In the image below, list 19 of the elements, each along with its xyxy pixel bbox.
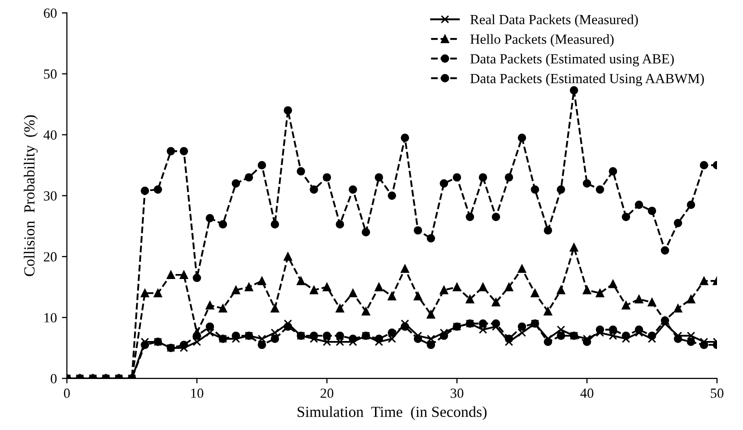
y-tick-label: 20 <box>44 252 57 262</box>
legend-label: Real Data Packets (Measured) <box>470 14 638 28</box>
x-tick-label: 10 <box>191 388 204 398</box>
legend-label: Data Packets (Estimated using ABE) <box>470 54 674 66</box>
y-tick-label: 60 <box>44 8 57 18</box>
x-axis-title: Simulation Time (in Seconds) <box>298 406 487 420</box>
legend-label: Data Packets (Estimated Using AABWM) <box>470 73 704 86</box>
y-axis-title: Collision Probability (%) <box>24 115 38 276</box>
x-tick-label: 0 <box>64 388 70 398</box>
y-tick-label: 0 <box>50 374 57 384</box>
x-tick-label: 20 <box>320 388 334 398</box>
y-tick-label: 10 <box>44 313 57 322</box>
x-tick-label: 30 <box>450 388 464 398</box>
y-tick-label: 50 <box>44 69 57 79</box>
y-tick-label: 30 <box>44 191 57 201</box>
x-tick-label: 50 <box>710 388 724 398</box>
legend-label: Hello Packets (Measured) <box>470 34 614 47</box>
y-tick-label: 40 <box>44 130 57 140</box>
x-tick-label: 40 <box>580 388 594 398</box>
